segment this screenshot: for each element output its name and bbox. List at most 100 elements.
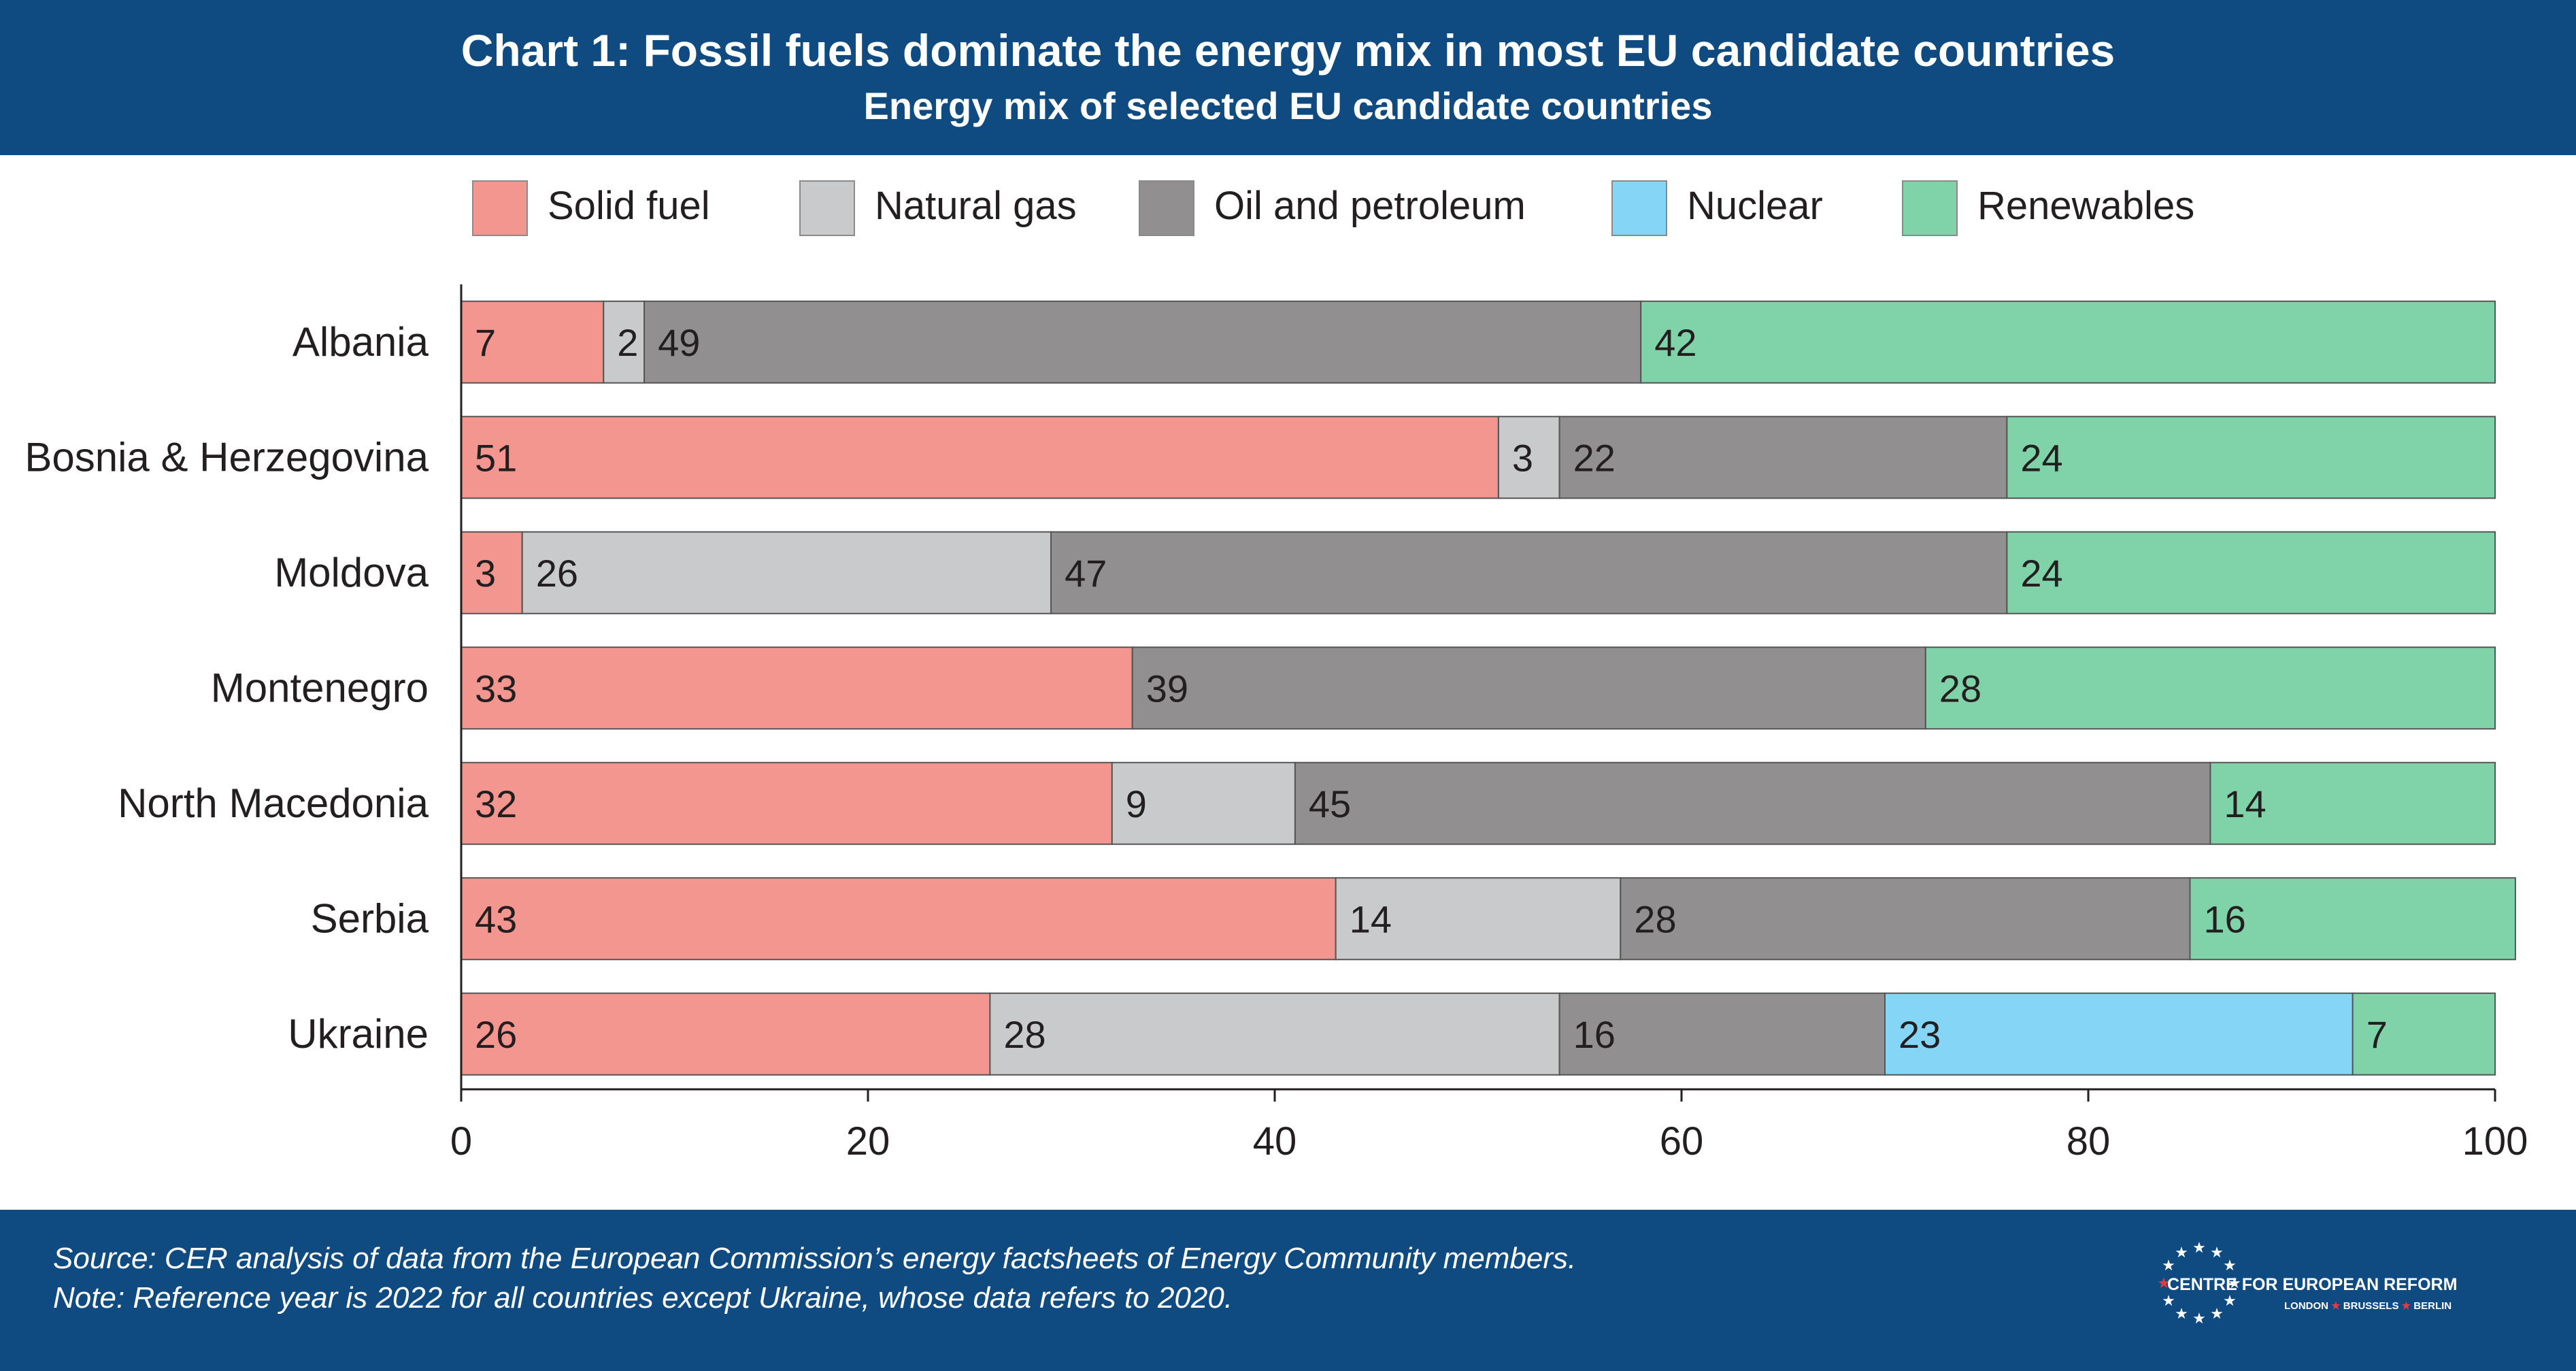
bar-montenegro-oil-and-petroleum [1131,646,1926,730]
chart-bars: 7 2 49 42 51 3 22 24 3 26 47 24 33 39 28 32 9 45 14 43 14 28 1… [461,300,2516,1076]
data-label-north-macedonia-solid-fuel: 32 [475,782,517,825]
data-label-serbia-oil-and-petroleum: 28 [1634,897,1676,940]
data-label-bosnia-and-herzegovina-solid-fuel: 51 [475,436,517,479]
logo-city-london: LONDON [2284,1300,2328,1312]
bar-north-macedonia-solid-fuel [461,761,1113,845]
data-label-ukraine-oil-and-petroleum: 16 [1573,1013,1616,1056]
legend-label-nuclear: Nuclear [1687,184,1823,228]
reference-year-note: Note: Reference year is 2022 for all cou… [53,1281,1233,1315]
data-label-north-macedonia-renewables: 14 [2224,782,2266,825]
legend-label-renewables: Renewables [1977,184,2194,228]
bar-moldova-renewables [2006,531,2496,614]
logo-star-icon: ★ [2162,1257,2175,1274]
bar-bosnia-and-herzegovina-solid-fuel [461,416,1499,499]
legend-label-solid-fuel: Solid fuel [548,184,710,228]
data-label-albania-renewables: 42 [1654,321,1696,364]
logo-star-icon: ★ [2157,1275,2171,1292]
data-label-serbia-natural-gas: 14 [1350,897,1392,940]
bar-ukraine-renewables [2352,992,2496,1076]
category-label-serbia: Serbia [311,895,429,941]
x-tick-label-100: 100 [2462,1119,2528,1163]
bar-ukraine-solid-fuel [461,992,991,1076]
bar-bosnia-and-herzegovina-natural-gas [1497,416,1560,499]
legend-label-natural-gas: Natural gas [875,184,1077,228]
bar-albania-oil-and-petroleum [643,300,1642,384]
logo-city-brussels: BRUSSELS [2343,1300,2399,1312]
logo-star-icon: ★ [2192,1310,2206,1327]
bar-albania-natural-gas [603,300,646,384]
x-axis: 0 20 40 60 80 100 [450,284,2528,1163]
data-label-montenegro-oil-and-petroleum: 39 [1146,667,1188,710]
y-axis-labels: Albania Bosnia & Herzegovina Moldova Monten… [24,319,429,1057]
bar-serbia-natural-gas [1335,877,1622,961]
category-label-albania: Albania [292,319,429,365]
data-label-montenegro-solid-fuel: 33 [475,667,517,710]
stacked-bar-chart: Solid fuel Natural gas Oil and petroleum Nu… [24,180,2528,1163]
bar-moldova-natural-gas [521,531,1052,614]
bar-serbia-oil-and-petroleum [1620,877,2191,961]
data-label-north-macedonia-oil-and-petroleum: 45 [1309,782,1351,825]
category-label-bosnia-and-herzegovina: Bosnia & Herzegovina [24,434,429,480]
category-label-moldova: Moldova [274,550,429,595]
legend-swatch-oil-and-petroleum [1139,180,1194,236]
data-label-bosnia-and-herzegovina-natural-gas: 3 [1512,436,1533,479]
chart-title: Chart 1: Fossil fuels dominate the energ… [461,25,2115,76]
bar-montenegro-solid-fuel [461,646,1133,730]
data-label-moldova-solid-fuel: 3 [475,552,496,595]
cer-logo: ★ ★★★★★★★★★★★ CENTRE FOR EUROPEAN REFORM … [2157,1240,2457,1327]
bar-north-macedonia-renewables [2209,761,2496,845]
bar-moldova-oil-and-petroleum [1050,531,2008,614]
data-label-albania-solid-fuel: 7 [475,321,496,364]
data-label-ukraine-nuclear: 23 [1898,1013,1941,1056]
logo-cities: LONDON ★ BRUSSELS ★ BERLIN [2284,1300,2452,1312]
logo-name: CENTRE FOR EUROPEAN REFORM [2167,1275,2457,1294]
chart-header: Chart 1: Fossil fuels dominate the energ… [0,0,2576,155]
data-label-albania-oil-and-petroleum: 49 [658,321,700,364]
legend-swatch-natural-gas [799,180,855,236]
bar-bosnia-and-herzegovina-oil-and-petroleum [1558,416,2008,499]
logo-star-icon: ★ [2210,1244,2224,1261]
x-tick-label-80: 80 [2067,1119,2111,1163]
data-label-ukraine-solid-fuel: 26 [475,1013,517,1056]
category-label-north-macedonia: North Macedonia [118,780,429,826]
data-label-serbia-renewables: 16 [2204,897,2246,940]
logo-star-icon: ★ [2162,1293,2175,1310]
logo-city-berlin: BERLIN [2413,1300,2452,1312]
bar-albania-renewables [1640,300,2496,384]
data-label-moldova-renewables: 24 [2020,552,2062,595]
logo-star-icon: ★ [2192,1240,2206,1257]
logo-star-icon: ★ [2223,1257,2237,1274]
data-label-moldova-natural-gas: 26 [536,552,578,595]
bar-bosnia-and-herzegovina-renewables [2006,416,2496,499]
logo-star-ring: ★ ★★★★★★★★★★★ [2157,1240,2241,1327]
data-label-montenegro-renewables: 28 [1939,667,1981,710]
data-label-bosnia-and-herzegovina-oil-and-petroleum: 22 [1573,436,1616,479]
data-label-ukraine-natural-gas: 28 [1003,1013,1046,1056]
source-note: Source: CER analysis of data from the Eu… [53,1242,1577,1275]
legend-swatch-solid-fuel [472,180,528,236]
data-label-albania-natural-gas: 2 [617,321,638,364]
x-tick-label-40: 40 [1253,1119,1297,1163]
chart-subtitle: Energy mix of selected EU candidate coun… [863,84,1713,127]
logo-star-icon: ★ [2223,1293,2237,1310]
bar-ukraine-nuclear [1884,992,2354,1076]
x-tick-label-60: 60 [1660,1119,1704,1163]
bar-serbia-solid-fuel [461,877,1337,961]
bar-montenegro-renewables [1924,646,2496,730]
data-label-bosnia-and-herzegovina-renewables: 24 [2020,436,2062,479]
bar-north-macedonia-natural-gas [1111,761,1296,845]
data-label-serbia-solid-fuel: 43 [475,897,517,940]
x-tick-label-20: 20 [846,1119,890,1163]
data-label-ukraine-renewables: 7 [2366,1013,2388,1056]
logo-star-icon: ★ [2175,1306,2188,1323]
bar-north-macedonia-oil-and-petroleum [1294,761,2211,845]
logo-star-icon: ★ [2228,1275,2241,1292]
bar-ukraine-oil-and-petroleum [1558,992,1886,1076]
data-label-north-macedonia-natural-gas: 9 [1126,782,1147,825]
category-label-montenegro: Montenegro [211,665,429,710]
logo-star-icon: ★ [2175,1244,2188,1261]
chart-legend: Solid fuel Natural gas Oil and petroleum Nu… [472,180,2194,236]
bar-serbia-renewables [2189,877,2516,961]
chart-footer: Source: CER analysis of data from the Eu… [0,1210,2576,1371]
legend-label-oil-and-petroleum: Oil and petroleum [1214,184,1526,228]
